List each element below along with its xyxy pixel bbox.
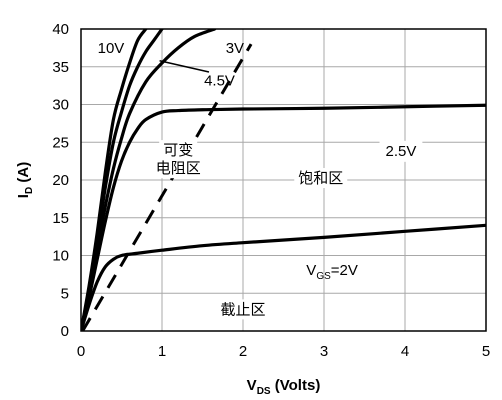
curve-label: 2.5V: [386, 143, 417, 160]
curve-label: 3V: [226, 40, 244, 57]
x-tick-label: 1: [158, 343, 166, 360]
region-label: 电阻区: [156, 159, 201, 177]
y-tick-label: 25: [52, 134, 69, 151]
y-tick-label: 40: [52, 21, 69, 38]
series-line-2V: [81, 223, 486, 331]
saturation-boundary-dashed-line: [81, 43, 253, 331]
y-tick-label: 0: [61, 323, 69, 340]
x-tick-label: 3: [320, 343, 328, 360]
gridlines: [81, 29, 486, 331]
region-label-background: [159, 140, 198, 161]
region-label: 可变: [163, 141, 193, 159]
label-pointer-line: [159, 59, 210, 73]
region-label: 截止区: [220, 300, 265, 318]
y-tick-label: 10: [52, 248, 69, 265]
y-tick-label: 30: [52, 97, 69, 114]
region-label-background: [151, 158, 205, 179]
x-tick-label: 4: [401, 343, 409, 360]
x-tick-label: 2: [239, 343, 247, 360]
series-line-2_5V: [81, 103, 486, 331]
y-tick-label: 20: [52, 172, 69, 189]
curve-label: 10V: [98, 40, 125, 57]
series-line-3V: [81, 29, 217, 331]
x-tick-label: 0: [77, 343, 85, 360]
axes: 0 1 2 3 4 5 0 5 10 15 20 25 30 35 40 VDS (Volts) ID (A): [15, 21, 490, 397]
region-label-background: [294, 168, 348, 189]
y-axis-title: ID (A): [15, 162, 35, 198]
curve-label: 4.5V: [204, 73, 235, 90]
curves: [81, 29, 486, 331]
curve-label: VGS=2V: [306, 262, 358, 282]
region-label-background: [216, 299, 270, 320]
plot-frame: [80, 28, 487, 332]
y-tick-label: 15: [52, 210, 69, 227]
x-axis-title: VDS (Volts): [247, 377, 321, 397]
region-label: 饱和区: [298, 169, 343, 187]
curve-label-background: [379, 140, 423, 162]
curve-group: [81, 29, 486, 331]
y-tick-label: 5: [61, 285, 69, 302]
y-tick-label: 35: [52, 59, 69, 76]
x-tick-label: 5: [482, 343, 490, 360]
